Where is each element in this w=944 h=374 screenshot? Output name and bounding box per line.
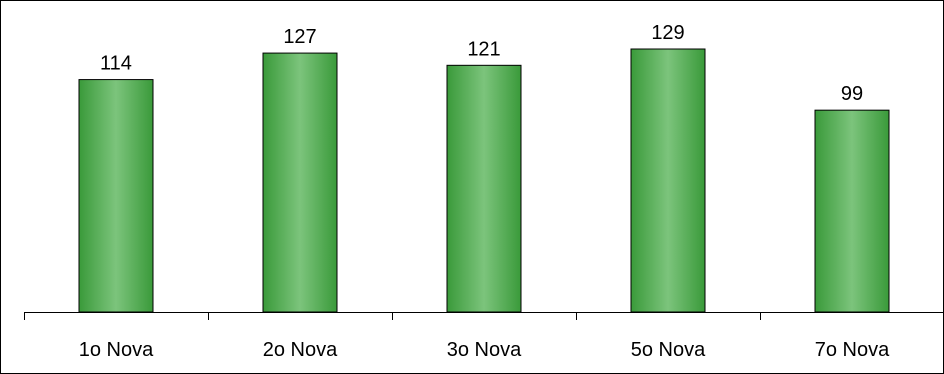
- x-tick-label: 5o Nova: [631, 339, 706, 361]
- x-tick-label: 7o Nova: [815, 339, 890, 361]
- data-label: 99: [841, 83, 863, 105]
- x-tick-label: 3o Nova: [447, 339, 522, 361]
- bar-1o-nova: [78, 79, 154, 313]
- x-tick-label: 2o Nova: [263, 339, 338, 361]
- bar-5o-nova: [630, 48, 706, 313]
- bar-7o-nova: [814, 109, 890, 313]
- data-label: 127: [283, 26, 316, 48]
- bar-2o-nova: [262, 52, 338, 313]
- data-label: 114: [100, 53, 132, 75]
- data-label: 121: [467, 38, 500, 60]
- x-tick-label: 1o Nova: [79, 339, 154, 361]
- data-label: 129: [651, 22, 684, 44]
- bar-3o-nova: [446, 64, 522, 313]
